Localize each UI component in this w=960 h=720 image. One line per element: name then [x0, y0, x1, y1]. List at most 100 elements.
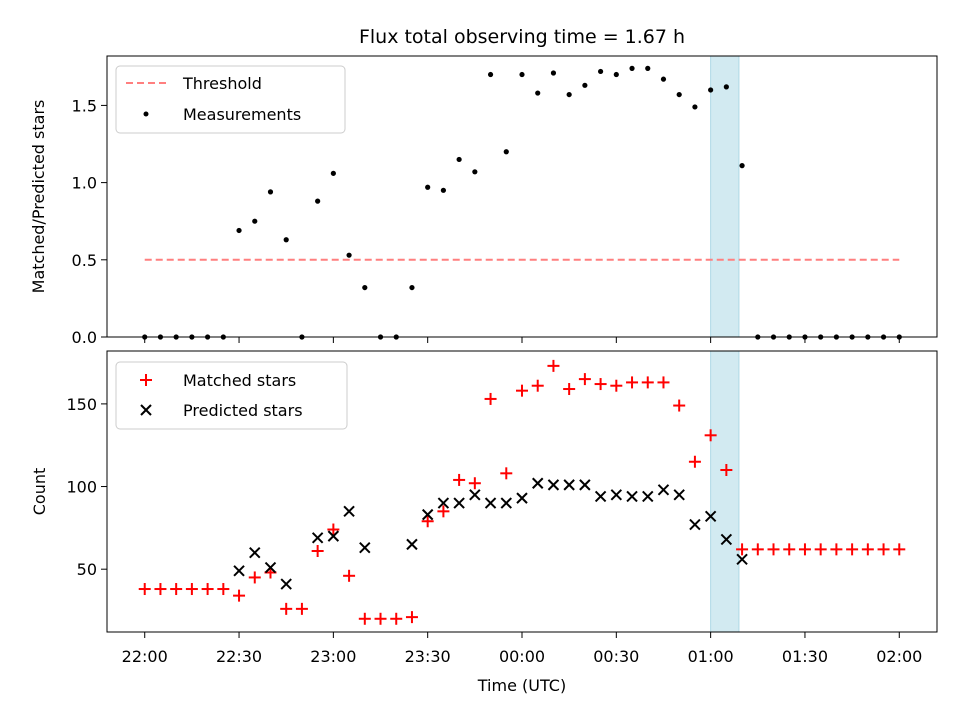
matched-star-point [327, 523, 340, 536]
predicted-star-point [657, 484, 670, 496]
top-x-ticks [144, 337, 900, 343]
bottom-legend: Matched stars Predicted stars [115, 361, 348, 430]
predicted-star-point [406, 538, 418, 551]
matched-star-point [280, 602, 293, 615]
predicted-star-point [264, 561, 277, 574]
predicted-star-point [563, 479, 575, 491]
matched-star-point [751, 543, 764, 556]
legend-threshold-label: Threshold [182, 74, 262, 93]
predicted-star-point [469, 489, 481, 501]
predicted-star-point [736, 553, 748, 565]
matched-star-point [453, 473, 466, 486]
matched-star-point [185, 583, 198, 596]
top-y-axis-label: Matched/Predicted stars [29, 100, 48, 294]
measurement-point [346, 252, 352, 258]
matched-star-point [767, 543, 780, 556]
matched-star-point [673, 399, 686, 412]
predicted-stars-points [233, 477, 748, 590]
top-y-ticks: 0.0 0.5 1.0 1.5 [72, 96, 107, 347]
legend-matched-swatch [140, 374, 152, 386]
measurement-point [613, 71, 619, 78]
measurement-point [708, 87, 714, 93]
matched-star-point [704, 429, 717, 442]
matched-star-point [468, 477, 481, 490]
measurement-point [487, 71, 494, 78]
predicted-star-point [249, 546, 261, 559]
measurement-point [582, 82, 588, 88]
matched-star-point [641, 376, 654, 389]
y-tick-label: 1.5 [72, 96, 97, 115]
measurement-point [676, 91, 682, 98]
y-tick-label: 1.0 [72, 174, 97, 193]
matched-star-point [720, 464, 733, 477]
measurement-point [440, 187, 447, 193]
matched-star-point [248, 571, 261, 584]
measurement-point [503, 149, 509, 155]
x-tick-label: 01:00 [688, 647, 734, 666]
matched-star-point [500, 467, 513, 480]
matched-star-point [390, 612, 403, 625]
x-tick-label: 01:30 [782, 647, 828, 666]
measurement-point [425, 184, 431, 190]
measurement-point [645, 65, 651, 71]
measurement-point [472, 169, 478, 175]
legend-measurements-label: Measurements [183, 105, 301, 124]
matched-star-point [311, 545, 324, 558]
predicted-star-point [626, 490, 638, 503]
y-tick-label: 0.0 [72, 328, 97, 347]
measurement-point [550, 70, 557, 76]
matched-star-point [295, 602, 308, 615]
bottom-x-ticks: 22:00 22:30 23:00 23:30 00:00 00:30 01:00 01:30… [122, 632, 922, 666]
x-tick-label: 00:30 [593, 647, 639, 666]
predicted-star-point [500, 497, 512, 509]
predicted-star-point [547, 479, 560, 491]
measurement-point [739, 163, 745, 169]
measurement-point [315, 198, 321, 204]
measurement-point [330, 170, 336, 176]
matched-star-point [233, 589, 246, 602]
measurement-point [535, 90, 541, 96]
matched-star-point [893, 543, 906, 556]
matched-star-point [170, 583, 183, 596]
measurement-point [566, 91, 572, 98]
predicted-star-point [594, 490, 607, 503]
y-tick-label: 150 [66, 395, 97, 414]
measurement-point [692, 104, 698, 110]
matched-star-point [154, 583, 167, 596]
measurement-point [267, 189, 274, 195]
top-legend-box [115, 65, 346, 134]
measurement-point [629, 65, 635, 71]
measurement-point [236, 227, 242, 234]
matched-star-point [736, 543, 749, 556]
matched-star-point [594, 378, 607, 391]
x-tick-label: 02:00 [876, 647, 922, 666]
predicted-star-point [673, 489, 685, 501]
predicted-star-point [532, 477, 544, 489]
matched-star-point [138, 583, 151, 596]
measurement-point [252, 218, 258, 224]
x-axis-label: Time (UTC) [477, 676, 566, 695]
predicted-star-point [453, 497, 465, 509]
legend-predicted-swatch [140, 404, 152, 416]
y-tick-label: 50 [77, 560, 97, 579]
x-tick-label: 00:00 [499, 647, 545, 666]
predicted-star-point [516, 492, 528, 504]
bottom-y-ticks: 50 100 150 [66, 395, 107, 579]
matched-star-point [578, 373, 591, 386]
matched-star-point [484, 392, 497, 405]
matched-star-point [657, 376, 670, 389]
predicted-star-point [233, 565, 245, 577]
matched-star-point [610, 379, 623, 392]
measurement-point [597, 68, 604, 75]
bottom-panel: 50 100 150 22:00 22:30 23:00 23:30 00:00 00:30 0… [30, 350, 938, 666]
matched-star-point [516, 384, 528, 397]
measurement-point [409, 284, 415, 291]
measurement-point [519, 71, 525, 78]
predicted-star-point [327, 530, 340, 542]
matched-star-point [688, 455, 701, 468]
y-tick-label: 100 [66, 478, 97, 497]
legend-measurements-swatch [143, 111, 149, 117]
matched-star-point [531, 379, 544, 392]
matched-star-point [814, 543, 827, 556]
x-tick-label: 23:30 [405, 647, 451, 666]
